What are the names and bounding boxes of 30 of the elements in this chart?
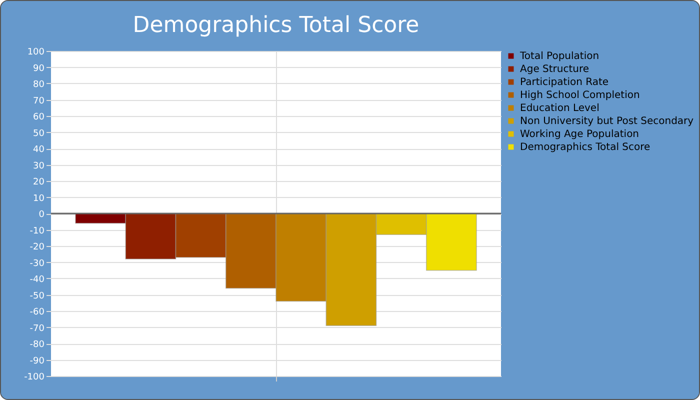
y-tick-label: 80	[33, 80, 45, 90]
legend-label: Age Structure	[520, 64, 590, 75]
chart-title: Demographics Total Score	[132, 13, 420, 38]
y-tick-label: -80	[30, 340, 45, 350]
legend-label: High School Completion	[520, 90, 640, 101]
legend-label: Demographics Total Score	[520, 142, 650, 153]
y-tick-label: 90	[33, 64, 45, 74]
y-tick-label: -10	[30, 226, 45, 236]
y-tick-label: 60	[33, 112, 45, 122]
y-tick-label: -70	[30, 324, 45, 334]
legend-label: Working Age Population	[520, 129, 640, 140]
legend-label: Total Population	[519, 51, 600, 62]
y-tick-label: 10	[33, 194, 45, 204]
legend-label: Participation Rate	[520, 77, 609, 88]
y-tick-label: 100	[27, 48, 45, 58]
y-tick-label: -100	[24, 372, 45, 382]
legend-label: Education Level	[520, 103, 600, 114]
y-tick-label: -50	[30, 291, 45, 302]
y-tick-label: 30	[33, 161, 45, 172]
y-tick-label: -20	[30, 242, 45, 252]
y-tick-label: 70	[33, 96, 45, 106]
y-tick-label: -40	[30, 275, 45, 285]
y-tick-label: 50	[33, 128, 45, 139]
y-tick-label: -30	[30, 258, 45, 269]
y-tick-label: 0	[38, 210, 45, 220]
y-tick-label: 20	[33, 178, 45, 188]
legend-label: Non University but Post Secondary	[520, 116, 694, 127]
y-tick-label: 40	[33, 145, 45, 155]
y-tick-label: -60	[30, 308, 45, 318]
y-tick-label: -90	[30, 356, 45, 366]
